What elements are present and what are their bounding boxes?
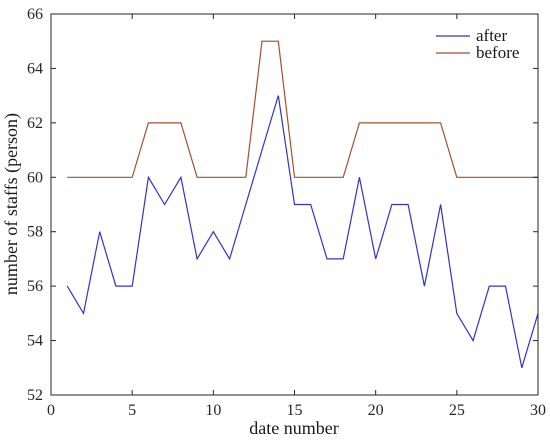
y-tick-label: 64 [27,60,43,77]
data-point-after-15 [294,204,295,205]
x-tick-label: 20 [368,402,384,419]
data-point-before-18 [343,177,344,178]
data-point-after-27 [489,286,490,287]
data-point-after-24 [440,204,441,205]
data-point-after-2 [83,313,84,314]
data-point-before-12 [245,177,246,178]
data-point-before-16 [310,177,311,178]
x-axis-title: date number [249,418,338,438]
data-point-before-6 [148,122,149,123]
data-point-after-14 [278,95,279,96]
data-point-before-22 [408,122,409,123]
data-point-after-7 [164,204,165,205]
data-point-before-19 [359,122,360,123]
legend-item-before: before [436,43,519,62]
data-point-before-25 [456,177,457,178]
data-point-before-13 [261,41,262,42]
data-point-before-1 [67,177,68,178]
data-point-before-5 [132,177,133,178]
data-point-after-19 [359,177,360,178]
data-point-before-7 [164,122,165,123]
data-point-before-14 [278,41,279,42]
y-tick-label: 62 [27,115,43,132]
data-point-after-25 [456,313,457,314]
x-tick-label: 15 [287,402,303,419]
data-point-after-21 [391,204,392,205]
y-tick-label: 58 [27,224,43,241]
y-tick-label: 56 [27,278,43,295]
data-point-after-13 [261,150,262,151]
data-point-after-17 [326,258,327,259]
data-point-before-24 [440,122,441,123]
data-point-before-29 [521,177,522,178]
data-point-before-20 [375,122,376,123]
data-point-after-20 [375,258,376,259]
ticks-layer: 0 5 10 15 20 25 30 52 54 56 58 60 62 64 66 [27,6,546,419]
data-point-before-8 [180,122,181,123]
x-tick-label: 25 [449,402,465,419]
legend-item-after: after [436,26,507,45]
data-point-after-8 [180,177,181,178]
data-point-after-23 [424,286,425,287]
data-point-before-17 [326,177,327,178]
data-point-after-29 [521,367,522,368]
data-point-before-4 [115,177,116,178]
data-point-after-18 [343,258,344,259]
data-point-after-12 [245,204,246,205]
data-point-before-26 [473,177,474,178]
y-tick-label: 60 [27,169,43,186]
series-layer [66,40,539,368]
data-point-after-4 [115,286,116,287]
series-line-after [66,95,539,368]
data-point-after-3 [99,231,100,232]
data-point-after-9 [197,258,198,259]
data-point-after-16 [310,204,311,205]
data-point-before-21 [391,122,392,123]
data-point-after-6 [148,177,149,178]
y-axis-title: number of staffs (person) [1,113,22,295]
data-point-after-1 [67,286,68,287]
x-tick-label: 30 [530,402,546,419]
data-point-before-10 [213,177,214,178]
data-point-before-23 [424,122,425,123]
series-before [67,40,538,178]
x-tick-label: 0 [47,402,55,419]
data-point-before-9 [197,177,198,178]
legend-label-before: before [476,43,519,62]
data-point-before-15 [294,177,295,178]
x-tick-label: 5 [128,402,136,419]
series-line-before [67,40,538,178]
series-after [66,95,539,368]
data-point-after-10 [213,231,214,232]
data-point-after-28 [505,286,506,287]
data-point-before-27 [489,177,490,178]
data-point-after-11 [229,258,230,259]
y-tick-label: 66 [27,6,43,23]
y-tick-label: 52 [27,387,43,404]
legend-label-after: after [476,26,507,45]
data-point-before-3 [99,177,100,178]
data-point-before-28 [505,177,506,178]
data-point-after-26 [473,340,474,341]
data-point-before-11 [229,177,230,178]
y-tick-label: 54 [27,333,43,350]
data-point-after-22 [408,204,409,205]
data-point-before-2 [83,177,84,178]
x-tick-label: 10 [205,402,221,419]
data-point-after-5 [132,286,133,287]
